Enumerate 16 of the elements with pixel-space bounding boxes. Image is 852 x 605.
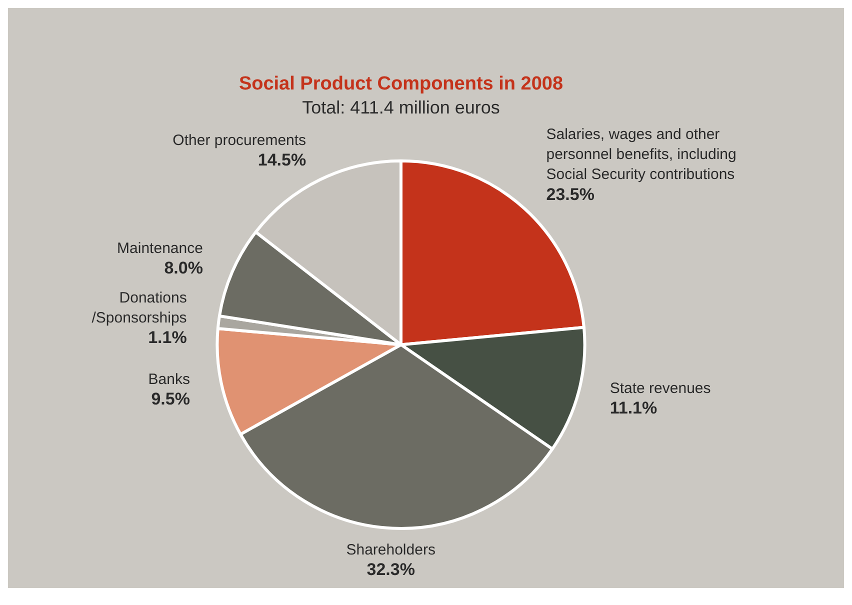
slice-label: Salaries, wages and other personnel benefits, including Social Security contributions — [546, 126, 736, 184]
slice-label: Other procurements — [172, 132, 306, 150]
slice-label: Maintenance — [117, 240, 203, 258]
data-label: 9.5% — [151, 389, 190, 408]
data-label: 1.1% — [148, 328, 187, 348]
data-label: 8.0% — [164, 258, 203, 278]
slice-label: Shareholders — [346, 541, 436, 558]
data-label: 23.5% — [546, 184, 594, 204]
chart-title: Social Product Components in 2008 — [238, 74, 564, 95]
chart-subtitle: Total: 411.4 million euros — [302, 98, 500, 118]
data-label: 11.1% — [610, 398, 658, 418]
slice-label: State revenues — [610, 380, 711, 398]
data-label: 32.3% — [366, 560, 415, 579]
data-label: 14.5% — [258, 150, 306, 170]
slice-label: Donations /Sponsorships — [92, 289, 187, 326]
slice-label: Banks — [148, 370, 190, 388]
